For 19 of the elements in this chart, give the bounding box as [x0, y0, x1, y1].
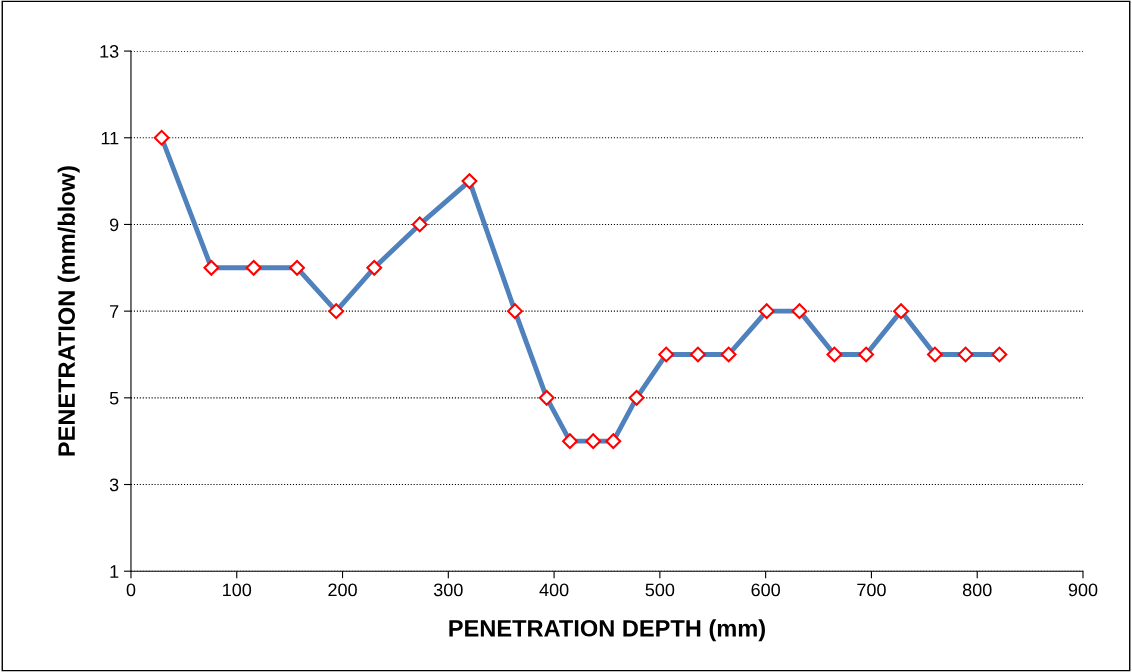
x-tick-label: 800	[962, 583, 992, 597]
y-axis-title: PENETRATION (mm/blow)	[57, 166, 80, 456]
x-tick-label: 400	[539, 583, 569, 597]
x-tick-label: 100	[223, 583, 252, 597]
x-tick-label: 0	[126, 583, 136, 597]
y-tick-label: 3	[109, 478, 119, 492]
y-tick-label: 5	[109, 391, 119, 405]
y-tick-label: 9	[109, 218, 119, 232]
x-tick-label: 900	[1068, 583, 1098, 597]
x-tick-label: 500	[645, 583, 675, 597]
y-tick-label: 1	[110, 565, 119, 578]
x-tick-label: 700	[857, 583, 886, 597]
y-tick-label: 13	[100, 45, 119, 58]
x-tick-label: 600	[751, 583, 780, 597]
x-tick-label: 200	[328, 583, 357, 597]
x-axis-title: PENETRATION DEPTH (mm)	[449, 619, 765, 642]
y-tick-label: 11	[101, 131, 119, 145]
x-tick-label: 300	[433, 583, 463, 597]
y-tick-label: 7	[110, 305, 119, 318]
